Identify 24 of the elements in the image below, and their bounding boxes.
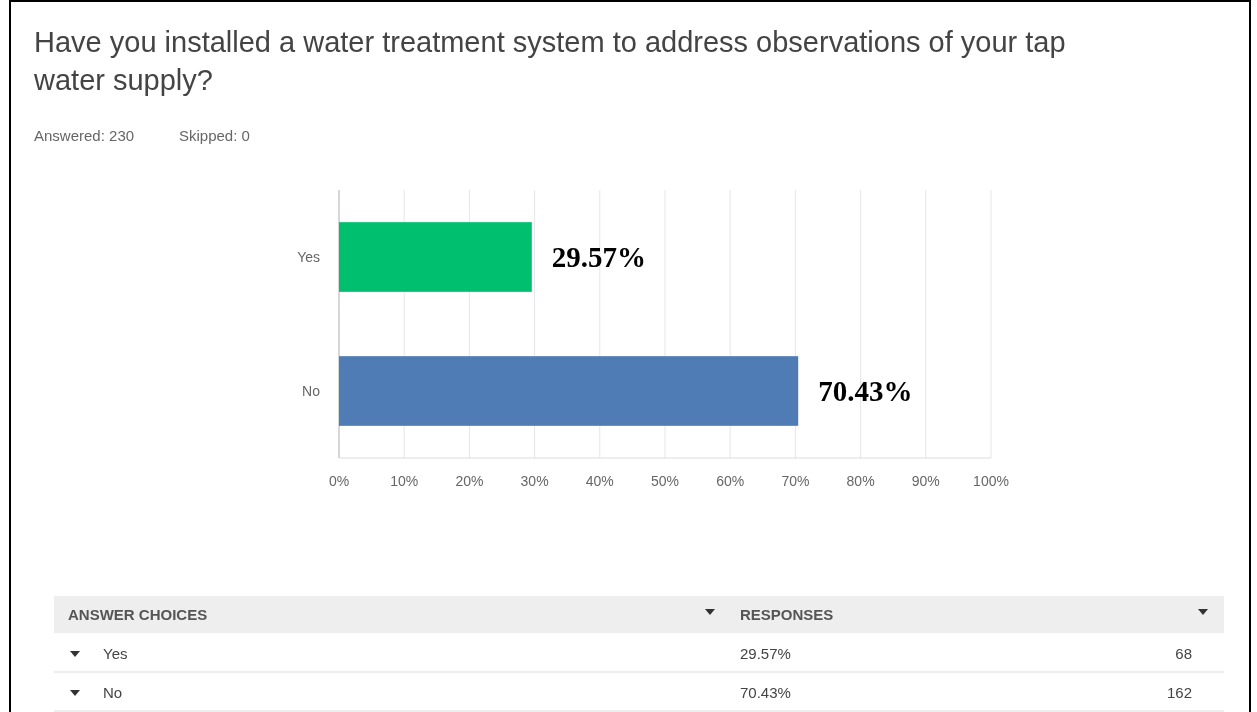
text: Answered: 230 [34,127,135,144]
category-label: Yes [103,645,128,662]
x-tick-label: 50% [650,473,680,489]
x-tick-label: 80% [846,473,875,489]
text: RESPONSES [740,606,834,623]
text: 70.43% [740,684,791,701]
x-tick-label: 0% [328,473,350,489]
chart-title: Have you installed a water treatment system to address observations of your tap water supply? [33,26,1066,96]
x-tick-label: 70% [781,473,810,489]
text: 68 [1175,645,1192,662]
x-tick-label: 90% [911,473,940,489]
text: ANSWER CHOICES [68,606,208,623]
category-label: No [103,684,123,701]
x-tick-label: 60% [716,473,745,489]
x-tick-label: 10% [390,473,419,489]
text: Skipped: 0 [179,127,250,144]
x-tick-label: 100% [973,473,1009,489]
x-tick-label: 20% [455,473,484,489]
x-tick-label: 30% [520,473,549,489]
x-tick-label: 40% [585,473,614,489]
text: 162 [1166,684,1192,701]
text: 29.57% [740,645,791,662]
data-label: 29.57% [551,241,647,273]
data-label: 70.43% [818,375,913,407]
